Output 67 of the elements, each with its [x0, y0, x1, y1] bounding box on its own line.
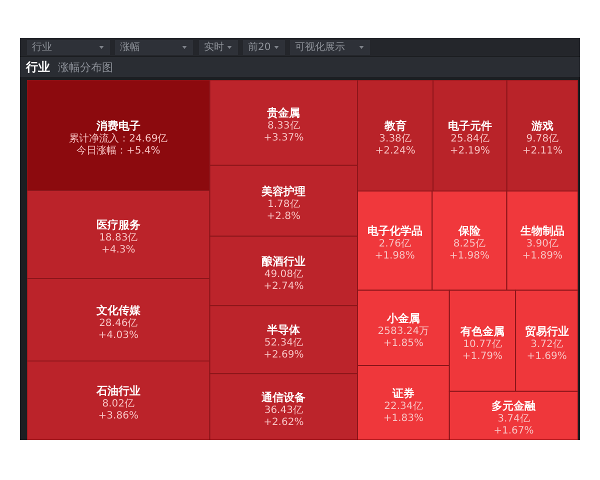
- dropdown-field: 行业: [27, 40, 110, 55]
- data-label: +1.98%: [449, 250, 490, 262]
- data-label: 3.90亿: [526, 238, 559, 250]
- category-label: 多元金融: [492, 400, 537, 413]
- data-label: 8.33亿: [268, 120, 300, 132]
- data-label: 2.76亿: [378, 238, 411, 250]
- data-label: +4.03%: [98, 330, 138, 341]
- data-label: +1.98%: [374, 250, 415, 262]
- dropdown-field: 可视化展示: [290, 40, 370, 55]
- data-label: +2.19%: [450, 145, 490, 156]
- data-label: +2.74%: [264, 280, 304, 292]
- data-label: 52.34亿: [264, 338, 303, 349]
- category-label: 贵金属: [266, 106, 300, 120]
- category-label: 通信设备: [260, 390, 306, 404]
- dropdown-field: 涨幅: [115, 40, 193, 55]
- category-label: 证券: [391, 386, 416, 400]
- data-label: +1.79%: [462, 350, 503, 362]
- data-label: +2.24%: [375, 145, 416, 156]
- data-label: +3.37%: [264, 132, 304, 144]
- data-label: 累计净流入：24.69亿: [69, 132, 168, 144]
- dropdown-field: 实时: [199, 40, 238, 55]
- data-label: 今日涨幅：+5.4%: [76, 144, 160, 156]
- data-label: 18.83亿: [99, 232, 138, 244]
- data-label: +1.67%: [494, 426, 534, 437]
- data-label: +2.62%: [264, 416, 304, 428]
- text: 涨幅分布图: [58, 60, 113, 75]
- data-label: +4.3%: [101, 244, 136, 256]
- data-label: 1.78亿: [268, 198, 300, 210]
- data-label: +1.83%: [383, 412, 424, 424]
- category-label: 游戏: [530, 119, 554, 132]
- category-label: 教育: [383, 119, 406, 132]
- category-label: 电子化学品: [367, 224, 422, 238]
- category-label: 医疗服务: [96, 218, 140, 232]
- data-label: 8.02亿: [102, 398, 135, 410]
- data-label: 25.84亿: [450, 133, 490, 144]
- category-label: 消费电子: [95, 119, 140, 132]
- data-label: 22.34亿: [384, 400, 423, 412]
- data-label: +2.69%: [264, 350, 304, 361]
- data-label: 3.72亿: [530, 338, 563, 350]
- dropdown-field: 前20: [243, 40, 285, 55]
- category-label: 小金属: [386, 312, 420, 325]
- data-label: 9.78亿: [526, 133, 559, 144]
- data-label: 10.77亿: [463, 338, 502, 350]
- data-label: 2583.24万: [378, 326, 430, 337]
- category-label: 贸易行业: [524, 324, 569, 338]
- category-label: 酿酒行业: [262, 254, 306, 268]
- data-label: +3.86%: [98, 410, 138, 422]
- category-label: 有色金属: [459, 324, 504, 338]
- category-label: 生物制品: [519, 224, 564, 238]
- category-label: 电子元件: [448, 119, 492, 132]
- data-label: 36.43亿: [264, 404, 303, 416]
- category-label: 美容护理: [260, 184, 306, 198]
- data-label: +1.85%: [383, 338, 424, 349]
- text: 行业: [26, 59, 50, 75]
- data-label: 3.38亿: [379, 133, 412, 144]
- data-label: 8.25亿: [453, 238, 486, 250]
- data-label: +1.89%: [522, 250, 562, 262]
- data-label: +2.11%: [522, 145, 563, 156]
- category-label: 半导体: [266, 324, 302, 337]
- category-label: 石油行业: [95, 384, 140, 398]
- data-label: 49.08亿: [264, 268, 303, 280]
- data-label: 28.46亿: [99, 318, 138, 329]
- category-label: 保险: [457, 224, 482, 238]
- data-label: 3.74亿: [498, 414, 530, 425]
- category-label: 文化传媒: [95, 304, 142, 317]
- data-label: +2.8%: [266, 210, 301, 222]
- data-label: +1.69%: [526, 350, 567, 362]
